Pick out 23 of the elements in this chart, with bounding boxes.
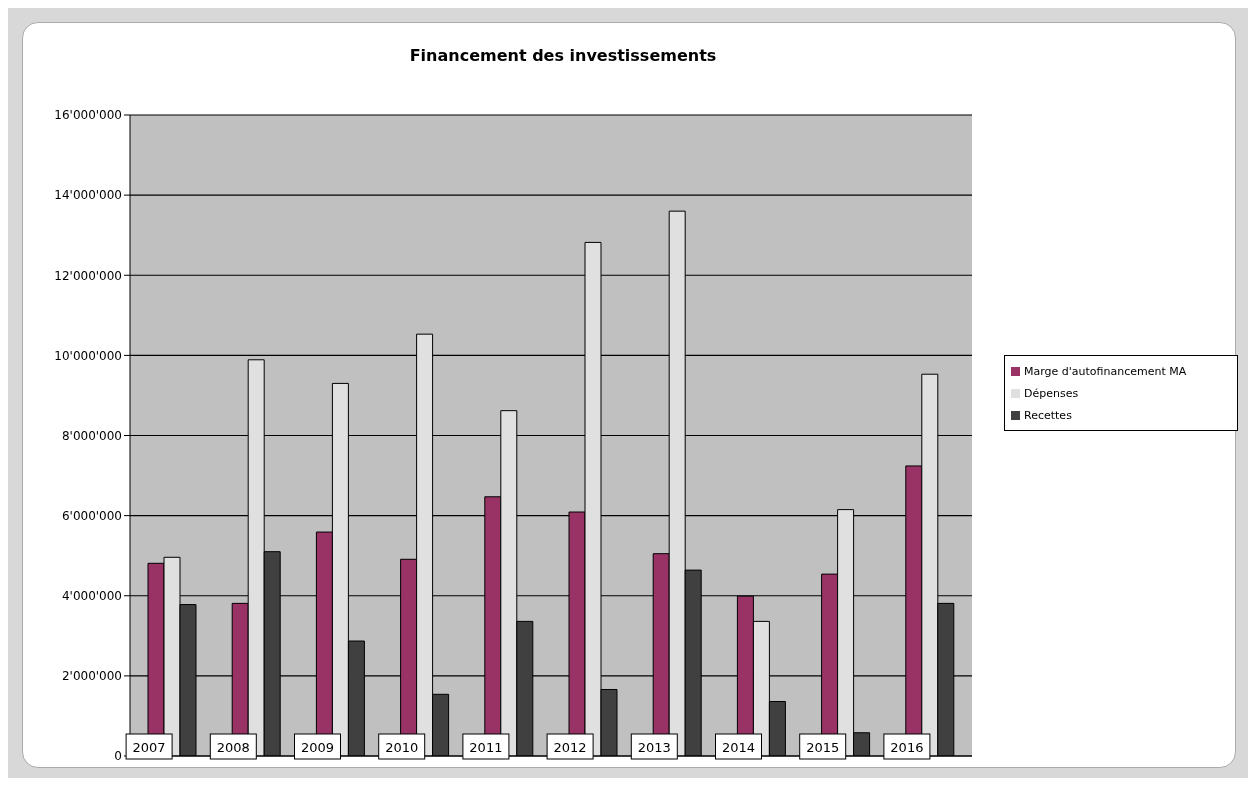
y-tick-label: 14'000'000 xyxy=(54,188,122,203)
x-tick-label: 2010 xyxy=(385,740,419,755)
y-tick-label: 10'000'000 xyxy=(54,348,122,363)
chart-title: Financement des investissements xyxy=(408,46,718,65)
x-tick-label: 2007 xyxy=(132,740,166,755)
x-tick-label: 2013 xyxy=(637,740,671,755)
y-tick-label: 12'000'000 xyxy=(54,268,122,283)
x-tick-label: 2012 xyxy=(553,740,587,755)
y-tick-label: 0 xyxy=(114,749,122,764)
x-tick-label: 2011 xyxy=(469,740,503,755)
x-tick-label: 2014 xyxy=(721,740,756,755)
legend-label: Marge d'autofinancement MA xyxy=(1024,365,1187,378)
x-tick-label: 2008 xyxy=(216,740,250,755)
x-tick-label: 2009 xyxy=(300,740,335,755)
x-tick-label: 2015 xyxy=(806,740,840,755)
legend-label: Recettes xyxy=(1024,409,1072,422)
legend-label: Dépenses xyxy=(1024,387,1079,400)
y-tick-label: 2'000'000 xyxy=(61,669,122,684)
y-tick-label: 16'000'000 xyxy=(54,108,122,123)
y-tick-label: 6'000'000 xyxy=(61,508,122,523)
x-tick-label: 2016 xyxy=(890,740,924,755)
y-tick-label: 8'000'000 xyxy=(61,428,122,443)
y-tick-label: 4'000'000 xyxy=(61,589,122,604)
